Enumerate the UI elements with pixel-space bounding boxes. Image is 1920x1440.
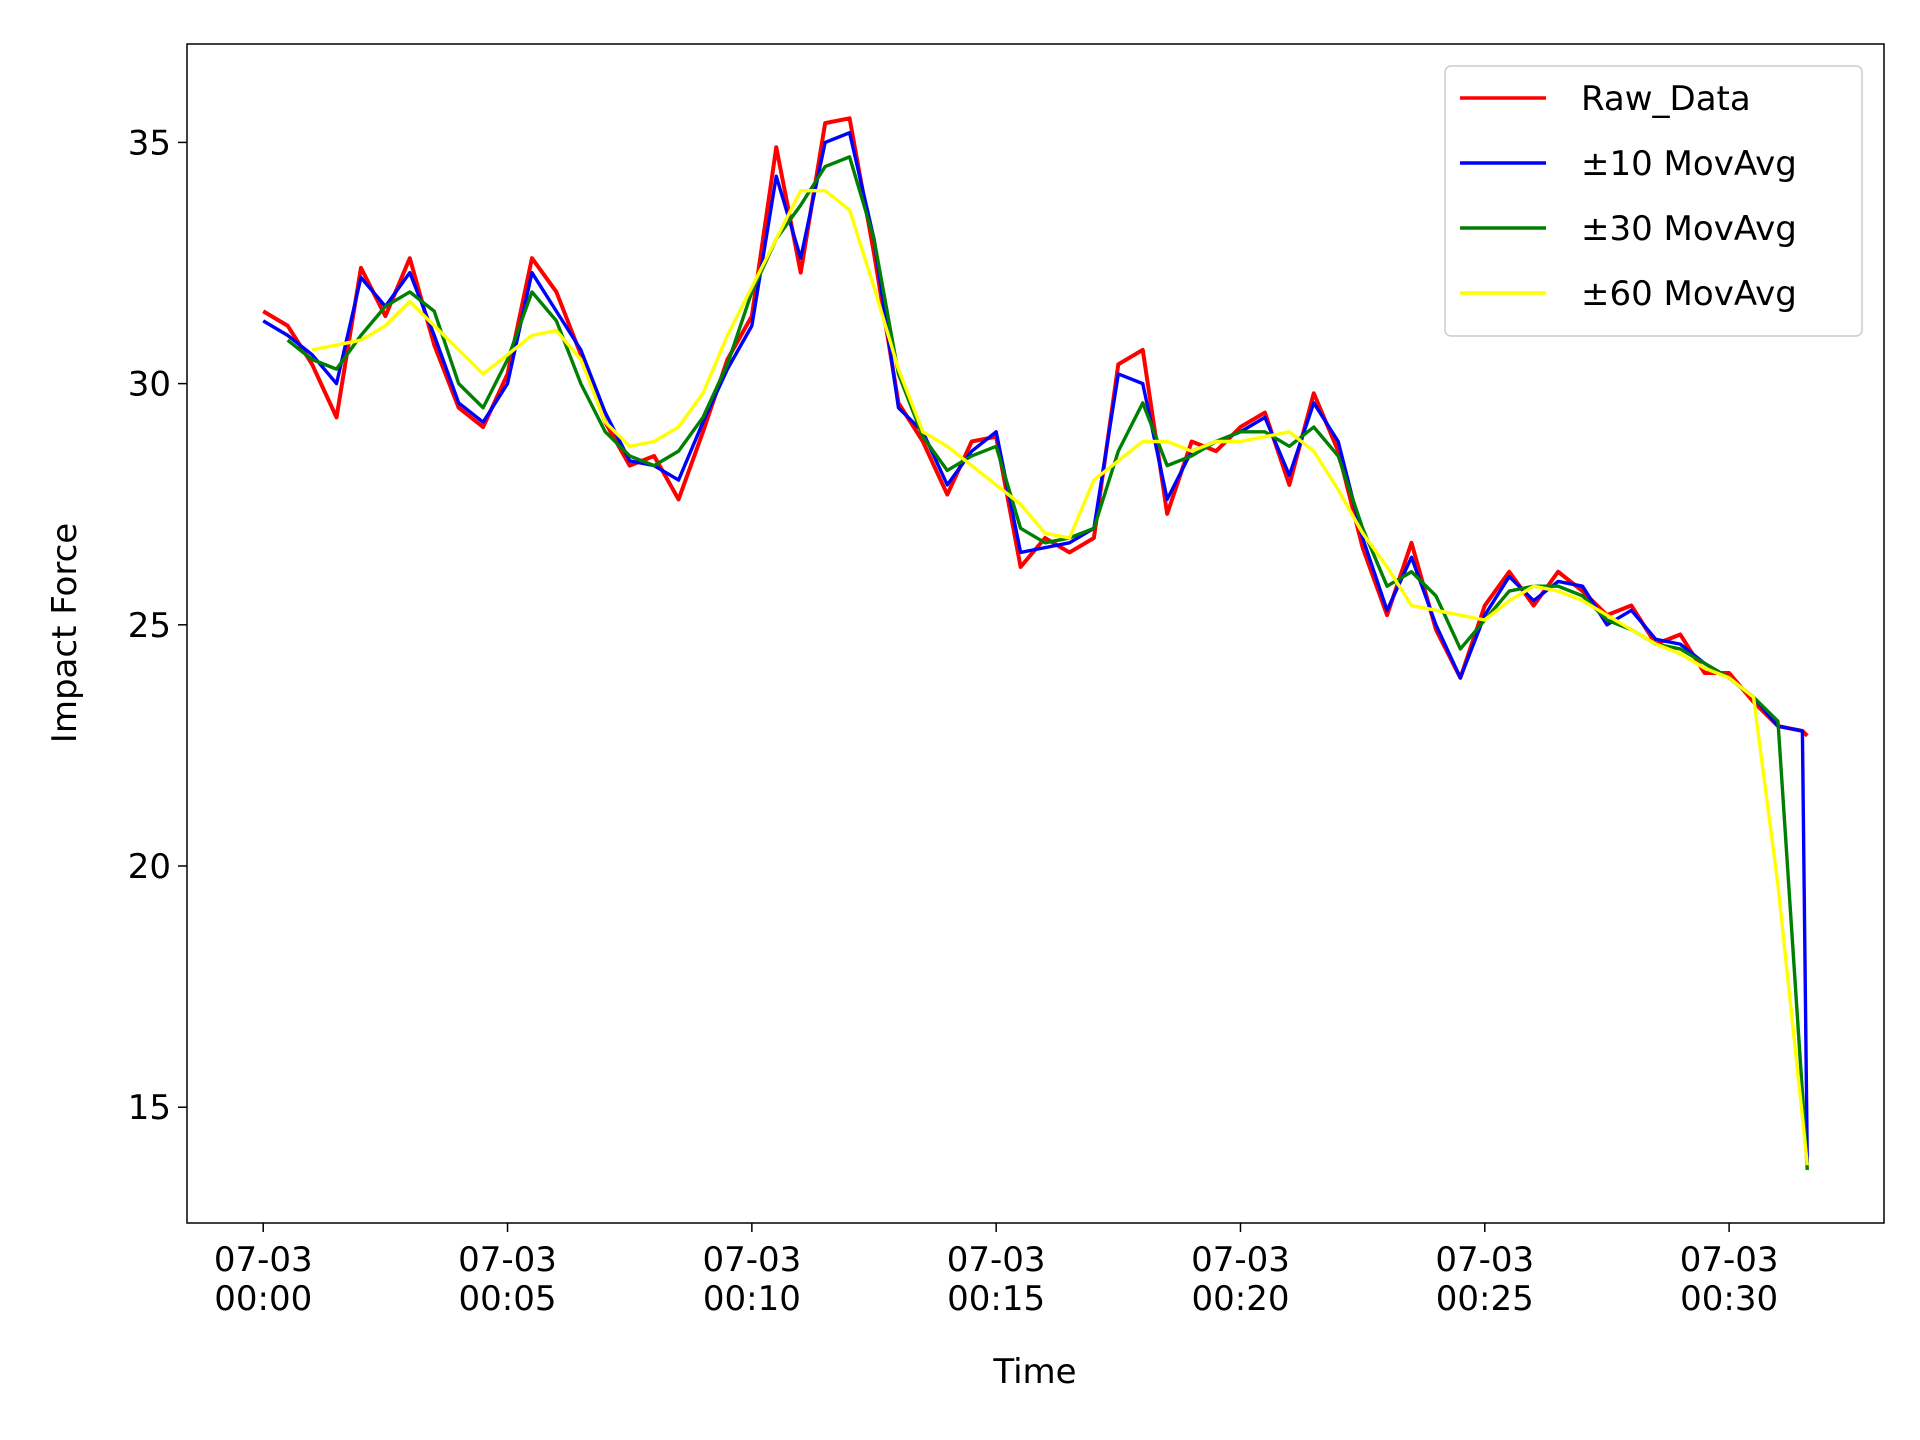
y-tick-label: 30 [128, 365, 171, 405]
series-line [286, 155, 1809, 1171]
legend-box [1444, 65, 1863, 337]
series-line [262, 116, 1809, 738]
y-tick-label: 35 [128, 123, 171, 163]
legend-label: Raw_Data [1581, 79, 1751, 119]
x-tick-label: 07-03 00:00 [214, 1240, 313, 1319]
x-tick-label: 07-03 00:20 [1191, 1240, 1290, 1319]
x-axis-label: Time [992, 1352, 1076, 1392]
legend-label: ±60 MovAvg [1581, 274, 1797, 314]
x-tick-label: 07-03 00:10 [702, 1240, 801, 1319]
y-tick-label: 20 [128, 847, 171, 887]
plot-frame [186, 43, 1885, 1224]
x-tick-label: 07-03 00:30 [1680, 1240, 1779, 1319]
y-axis-label: Impact Force [45, 523, 85, 743]
legend-label: ±30 MovAvg [1581, 209, 1797, 249]
y-tick-label: 25 [128, 606, 171, 646]
x-tick-label: 07-03 00:15 [947, 1240, 1046, 1319]
y-tick-label: 15 [128, 1088, 171, 1128]
x-tick-label: 07-03 00:25 [1435, 1240, 1534, 1319]
legend-label: ±10 MovAvg [1581, 144, 1797, 184]
series-line [311, 188, 1809, 1166]
x-tick-label: 07-03 00:05 [458, 1240, 557, 1319]
